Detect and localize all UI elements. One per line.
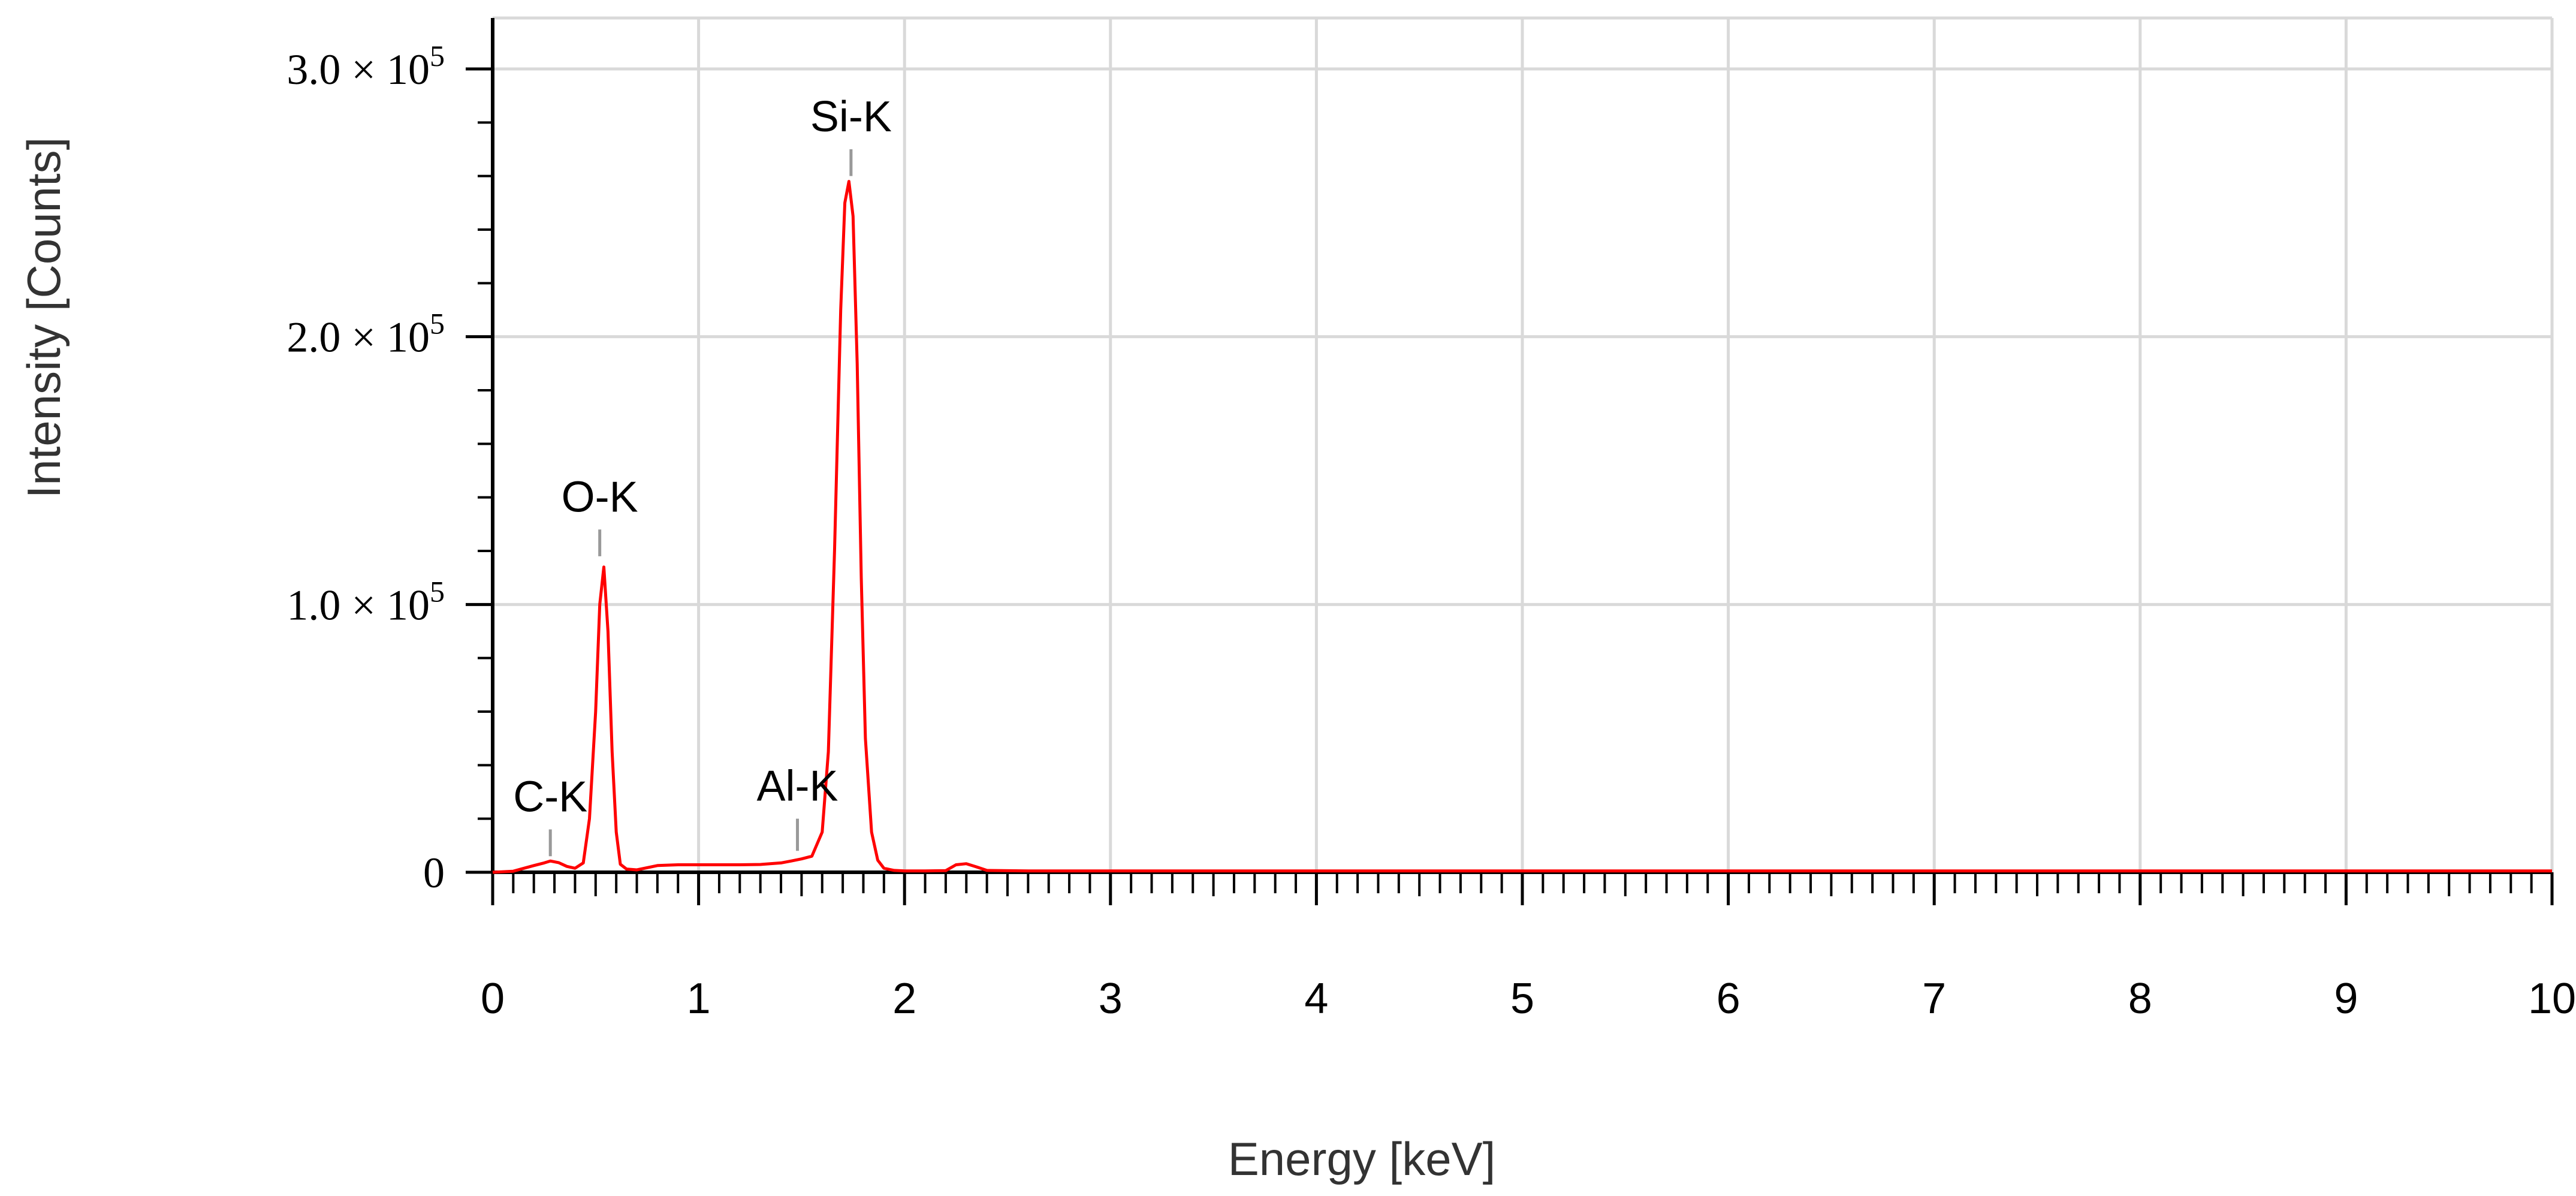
annotation-layer: C-K O-K Al-K Si-K [513, 93, 892, 857]
x-tick-label-2: 2 [892, 975, 916, 1023]
x-tick-label-3: 3 [1099, 975, 1123, 1023]
y-tick-label-3: 3.0 × 105 [286, 39, 445, 94]
x-tick-label-8: 8 [2128, 975, 2152, 1023]
x-tick-label-4: 4 [1304, 975, 1328, 1023]
y-tick-exponent: 5 [430, 574, 445, 608]
y-tick-label-1: 1.0 × 105 [286, 574, 445, 629]
peak-label-1: O-K [562, 473, 638, 521]
y-tick-label-2: 2.0 × 105 [286, 307, 445, 361]
spectrum-line-0 [492, 180, 2552, 874]
label-layer: Energy [keV] Intensity [Counts] 0 1 2 3 4 5 6 7… [17, 39, 2576, 1185]
x-tick-label-5: 5 [1510, 975, 1534, 1023]
y-tick-mantissa: 2.0 × 10 [286, 314, 430, 361]
y-tick-exponent: 5 [430, 39, 445, 73]
peak-label-2: Al-K [757, 763, 838, 811]
y-axis-title: Intensity [Counts] [17, 137, 70, 499]
x-tick-label-0: 0 [481, 975, 505, 1023]
x-tick-label-10: 10 [2528, 975, 2576, 1023]
grid-layer [493, 16, 2554, 872]
x-tick-label-7: 7 [1922, 975, 1946, 1023]
y-tick-mantissa: 1.0 × 10 [286, 581, 430, 629]
peak-label-0: C-K [513, 773, 587, 821]
x-axis-title: Energy [keV] [1228, 1132, 1496, 1185]
x-tick-label-6: 6 [1717, 975, 1741, 1023]
x-tick-label-9: 9 [2334, 975, 2358, 1023]
y-tick-mantissa: 3.0 × 10 [286, 46, 430, 94]
y-tick-exponent: 5 [430, 307, 445, 341]
x-tick-label-1: 1 [687, 975, 711, 1023]
y-tick-label-0: 0 [423, 849, 445, 897]
series-layer [492, 180, 2552, 874]
peak-label-3: Si-K [810, 93, 892, 141]
